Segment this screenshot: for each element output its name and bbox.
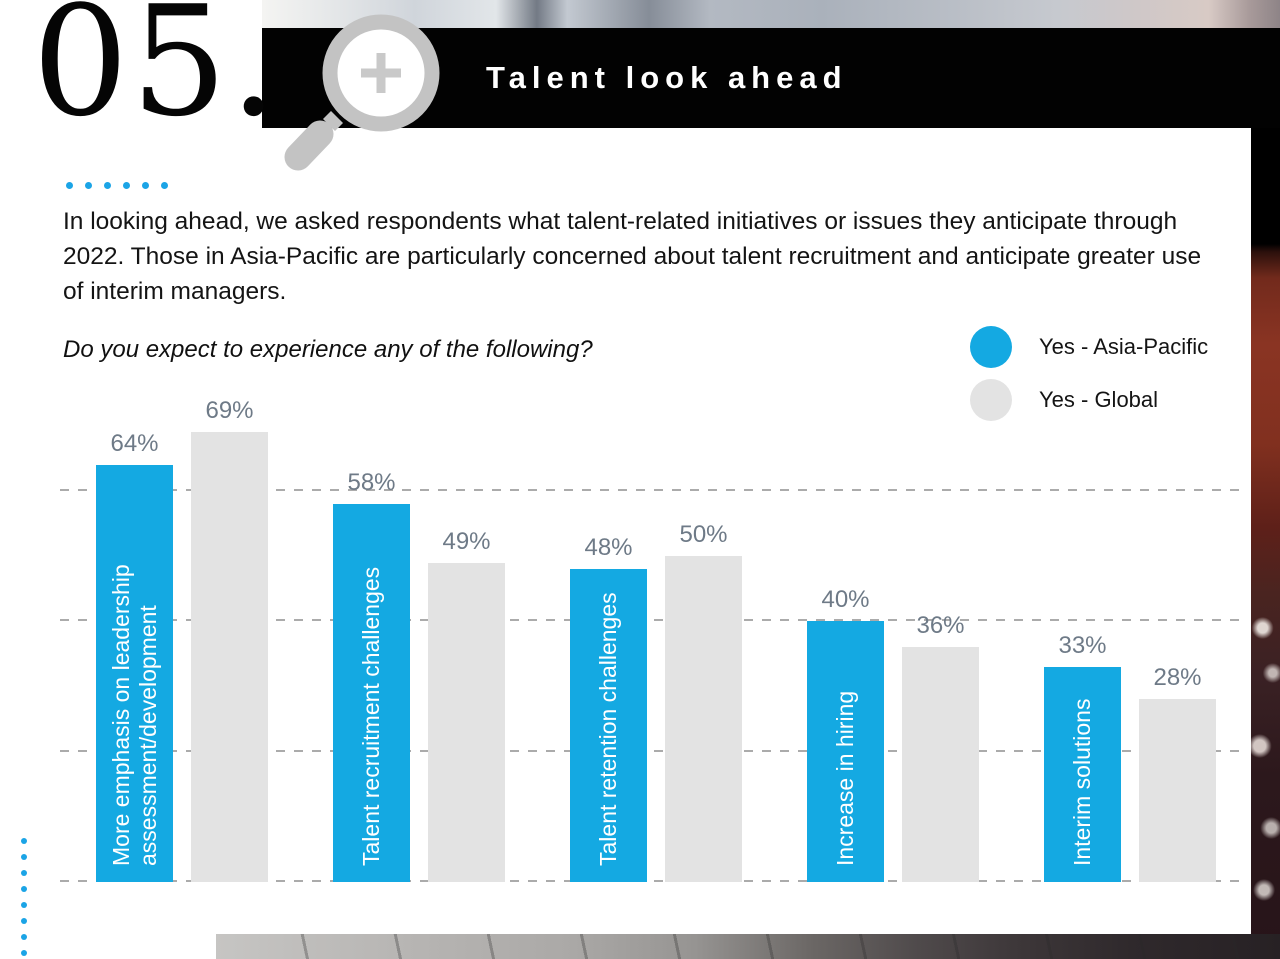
bar xyxy=(428,563,505,882)
legend-dot-gray xyxy=(970,379,1012,421)
dotted-vertical-decoration xyxy=(21,838,27,956)
category-label: Interim solutions xyxy=(1069,698,1096,866)
gridline-40pct xyxy=(60,619,1246,621)
gridline-20pct xyxy=(60,750,1246,752)
value-label: 58% xyxy=(347,469,396,496)
bar xyxy=(1139,699,1216,882)
dotted-divider xyxy=(66,182,168,189)
gridline-0pct xyxy=(60,880,1246,882)
value-label: 48% xyxy=(584,534,633,561)
bar: More emphasis on leadership assessment/d… xyxy=(96,465,173,882)
legend-item-asia-pacific: Yes - Asia-Pacific xyxy=(970,326,1208,368)
value-label: 50% xyxy=(679,521,728,548)
value-label: 64% xyxy=(110,430,159,457)
value-label: 40% xyxy=(821,586,870,613)
section-number: 05. xyxy=(32,0,280,150)
value-label: 49% xyxy=(442,528,491,555)
page-title: Talent look ahead xyxy=(486,60,848,95)
right-photo-strip xyxy=(1251,128,1280,959)
bar: Interim solutions xyxy=(1044,667,1121,882)
legend-label: Yes - Global xyxy=(1039,387,1159,412)
bar: Talent recruitment challenges xyxy=(333,504,410,882)
bar: Increase in hiring xyxy=(807,621,884,882)
header-photo-strip xyxy=(262,0,1280,28)
bar xyxy=(902,647,979,882)
bar: Talent retention challenges xyxy=(570,569,647,882)
value-label: 33% xyxy=(1058,632,1107,659)
value-label: 36% xyxy=(916,612,965,639)
intro-paragraph: In looking ahead, we asked respondents w… xyxy=(63,208,1202,305)
magnifying-glass-plus-icon xyxy=(284,14,440,171)
category-label: Talent recruitment challenges xyxy=(358,566,385,866)
bar-chart: More emphasis on leadership assessment/d… xyxy=(60,390,1246,882)
bar xyxy=(665,556,742,882)
bar xyxy=(191,432,268,882)
bottom-photo-strip xyxy=(216,934,1280,959)
chart-question: Do you expect to experience any of the f… xyxy=(63,336,593,363)
legend-item-global: Yes - Global xyxy=(970,379,1208,421)
category-label: More emphasis on leadership assessment/d… xyxy=(108,564,161,866)
legend-dot-blue xyxy=(970,326,1012,368)
gridline-60pct xyxy=(60,489,1246,491)
value-label: 69% xyxy=(205,397,254,424)
value-label: 28% xyxy=(1153,664,1202,691)
legend-label: Yes - Asia-Pacific xyxy=(1039,334,1209,359)
category-label: Talent retention challenges xyxy=(595,592,622,866)
category-label: Increase in hiring xyxy=(832,690,859,866)
chart-legend: Yes - Asia-Pacific Yes - Global xyxy=(970,326,1208,432)
